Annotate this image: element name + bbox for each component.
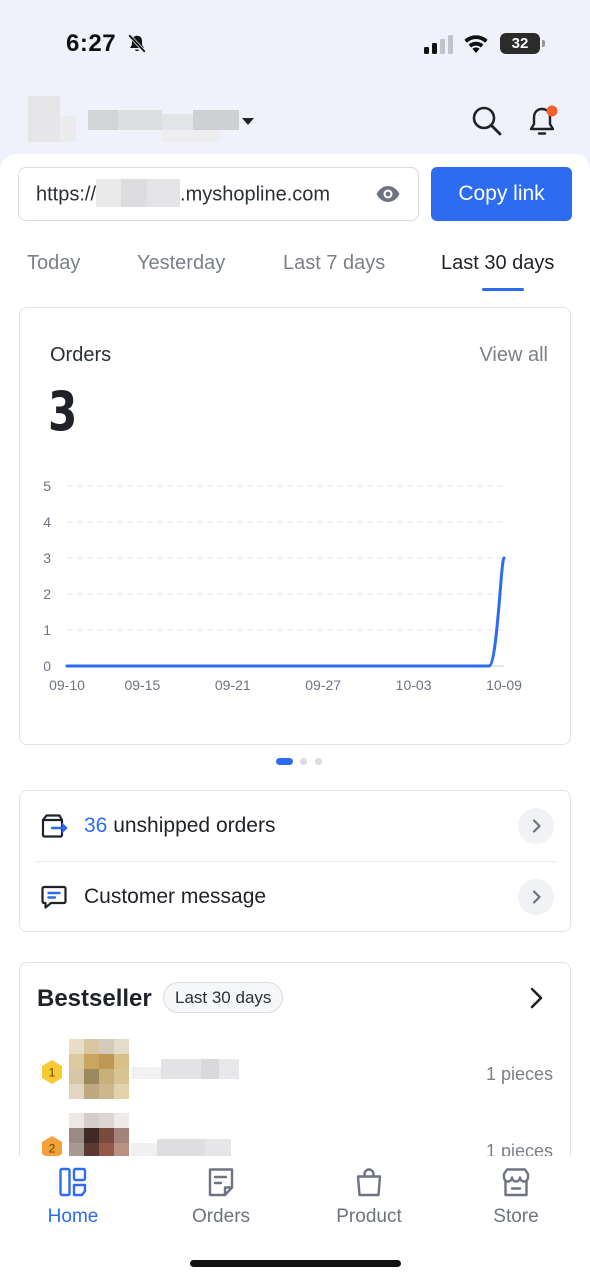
bestseller-period-badge: Last 30 days	[163, 982, 284, 1013]
y-tick-label: 4	[43, 514, 51, 530]
pager-dot[interactable]	[315, 758, 322, 765]
silent-mode-icon	[128, 34, 146, 53]
x-tick-label: 10-09	[486, 677, 522, 693]
customer-message-label: Customer message	[84, 885, 267, 908]
status-time: 6:27	[66, 30, 117, 57]
storefront-icon	[502, 1168, 530, 1197]
cellular-signal-icon	[424, 35, 453, 54]
rank-number: 1	[49, 1066, 56, 1080]
product-name-redacted[interactable]	[131, 1137, 241, 1156]
x-tick-label: 09-15	[124, 677, 160, 693]
orders-series-line	[65, 556, 506, 668]
orders-count: 3	[48, 380, 78, 443]
bottom-tab-bar: Home Orders Product Store	[0, 1156, 590, 1280]
tasks-card: 36 unshipped orders Customer message	[19, 790, 571, 932]
store-name-redacted[interactable]	[28, 96, 240, 142]
unshipped-orders-count: 36	[84, 814, 108, 837]
shop-url-text: https://.myshopline.com	[36, 179, 330, 207]
copy-link-button[interactable]: Copy link	[431, 167, 572, 221]
eye-icon[interactable]	[375, 184, 401, 204]
nav-product[interactable]: Product	[309, 1156, 429, 1246]
chevron-right-icon[interactable]	[518, 879, 554, 915]
tab-today[interactable]: Today	[27, 252, 81, 274]
nav-orders-label: Orders	[191, 1206, 251, 1227]
orders-doc-icon	[208, 1168, 234, 1197]
y-tick-label: 1	[43, 622, 51, 638]
shop-url-field[interactable]: https://.myshopline.com	[18, 167, 419, 221]
chat-message-icon	[41, 885, 67, 909]
home-indicator	[190, 1260, 401, 1267]
x-tick-label: 10-03	[396, 677, 432, 693]
rank-1-badge-icon: 1	[42, 1060, 62, 1084]
notification-bell-icon[interactable]	[526, 104, 560, 138]
nav-orders[interactable]: Orders	[161, 1156, 281, 1246]
view-all-link[interactable]: View all	[479, 344, 548, 366]
wifi-icon	[464, 35, 488, 53]
status-bar: 6:27 32	[0, 0, 590, 90]
customer-message-row[interactable]: Customer message	[20, 862, 572, 932]
dashboard-sheet: https://.myshopline.com Copy link Today …	[0, 154, 590, 1156]
orders-line-chart: 0 1 2 3 4 5 09-10 09-15 09-21 09-27 10-03 10-09	[43, 478, 522, 693]
y-tick-label: 0	[43, 658, 51, 674]
nav-product-label: Product	[336, 1206, 402, 1227]
x-tick-label: 09-27	[305, 677, 341, 693]
active-tab-indicator	[482, 288, 524, 291]
chevron-right-icon[interactable]	[526, 985, 548, 1011]
shipping-box-icon	[41, 814, 68, 838]
pager-dot[interactable]	[300, 758, 307, 765]
tab-yesterday[interactable]: Yesterday	[137, 252, 226, 274]
app-header	[0, 92, 590, 154]
chevron-right-icon[interactable]	[518, 808, 554, 844]
battery-indicator: 32	[500, 33, 545, 54]
home-grid-icon	[59, 1167, 87, 1197]
search-icon[interactable]	[470, 104, 504, 138]
unshipped-orders-label: 36 unshipped orders	[84, 814, 276, 837]
y-tick-label: 5	[43, 478, 51, 494]
x-tick-label: 09-10	[49, 677, 85, 693]
product-pieces-sold: 1 pieces	[485, 1064, 553, 1084]
product-name-redacted[interactable]	[131, 1059, 241, 1079]
y-tick-label: 3	[43, 550, 51, 566]
orders-card-title: Orders	[50, 344, 112, 366]
tab-last-30-days[interactable]: Last 30 days	[441, 252, 555, 274]
store-switcher-caret-icon[interactable]	[242, 118, 254, 125]
nav-store[interactable]: Store	[456, 1156, 576, 1246]
rank-2-badge-icon: 2	[42, 1136, 62, 1156]
bestseller-title: Bestseller	[37, 985, 152, 1012]
pager-dot-active[interactable]	[276, 758, 293, 765]
nav-home[interactable]: Home	[13, 1156, 133, 1246]
unshipped-orders-row[interactable]: 36 unshipped orders	[20, 791, 572, 861]
tab-last-7-days[interactable]: Last 7 days	[283, 252, 386, 274]
row-divider	[36, 861, 556, 862]
shop-subdomain-redacted	[96, 179, 181, 207]
product-thumbnail[interactable]	[69, 1039, 129, 1099]
rank-number: 2	[49, 1142, 56, 1156]
orders-card: Orders View all 3 0 1 2 3 4 5 09-10 09-15 09-21 0…	[19, 307, 571, 745]
nav-store-label: Store	[493, 1206, 539, 1227]
y-tick-label: 2	[43, 586, 51, 602]
product-thumbnail[interactable]	[69, 1113, 129, 1156]
x-tick-label: 09-21	[215, 677, 251, 693]
product-pieces-sold: 1 pieces	[485, 1141, 553, 1156]
bestseller-card: Bestseller Last 30 days 1 1 pieces 2	[19, 962, 571, 1156]
shopping-bag-icon	[356, 1168, 382, 1197]
nav-home-label: Home	[47, 1206, 99, 1227]
date-range-tabs: Today Yesterday Last 7 days Last 30 days	[0, 246, 590, 296]
